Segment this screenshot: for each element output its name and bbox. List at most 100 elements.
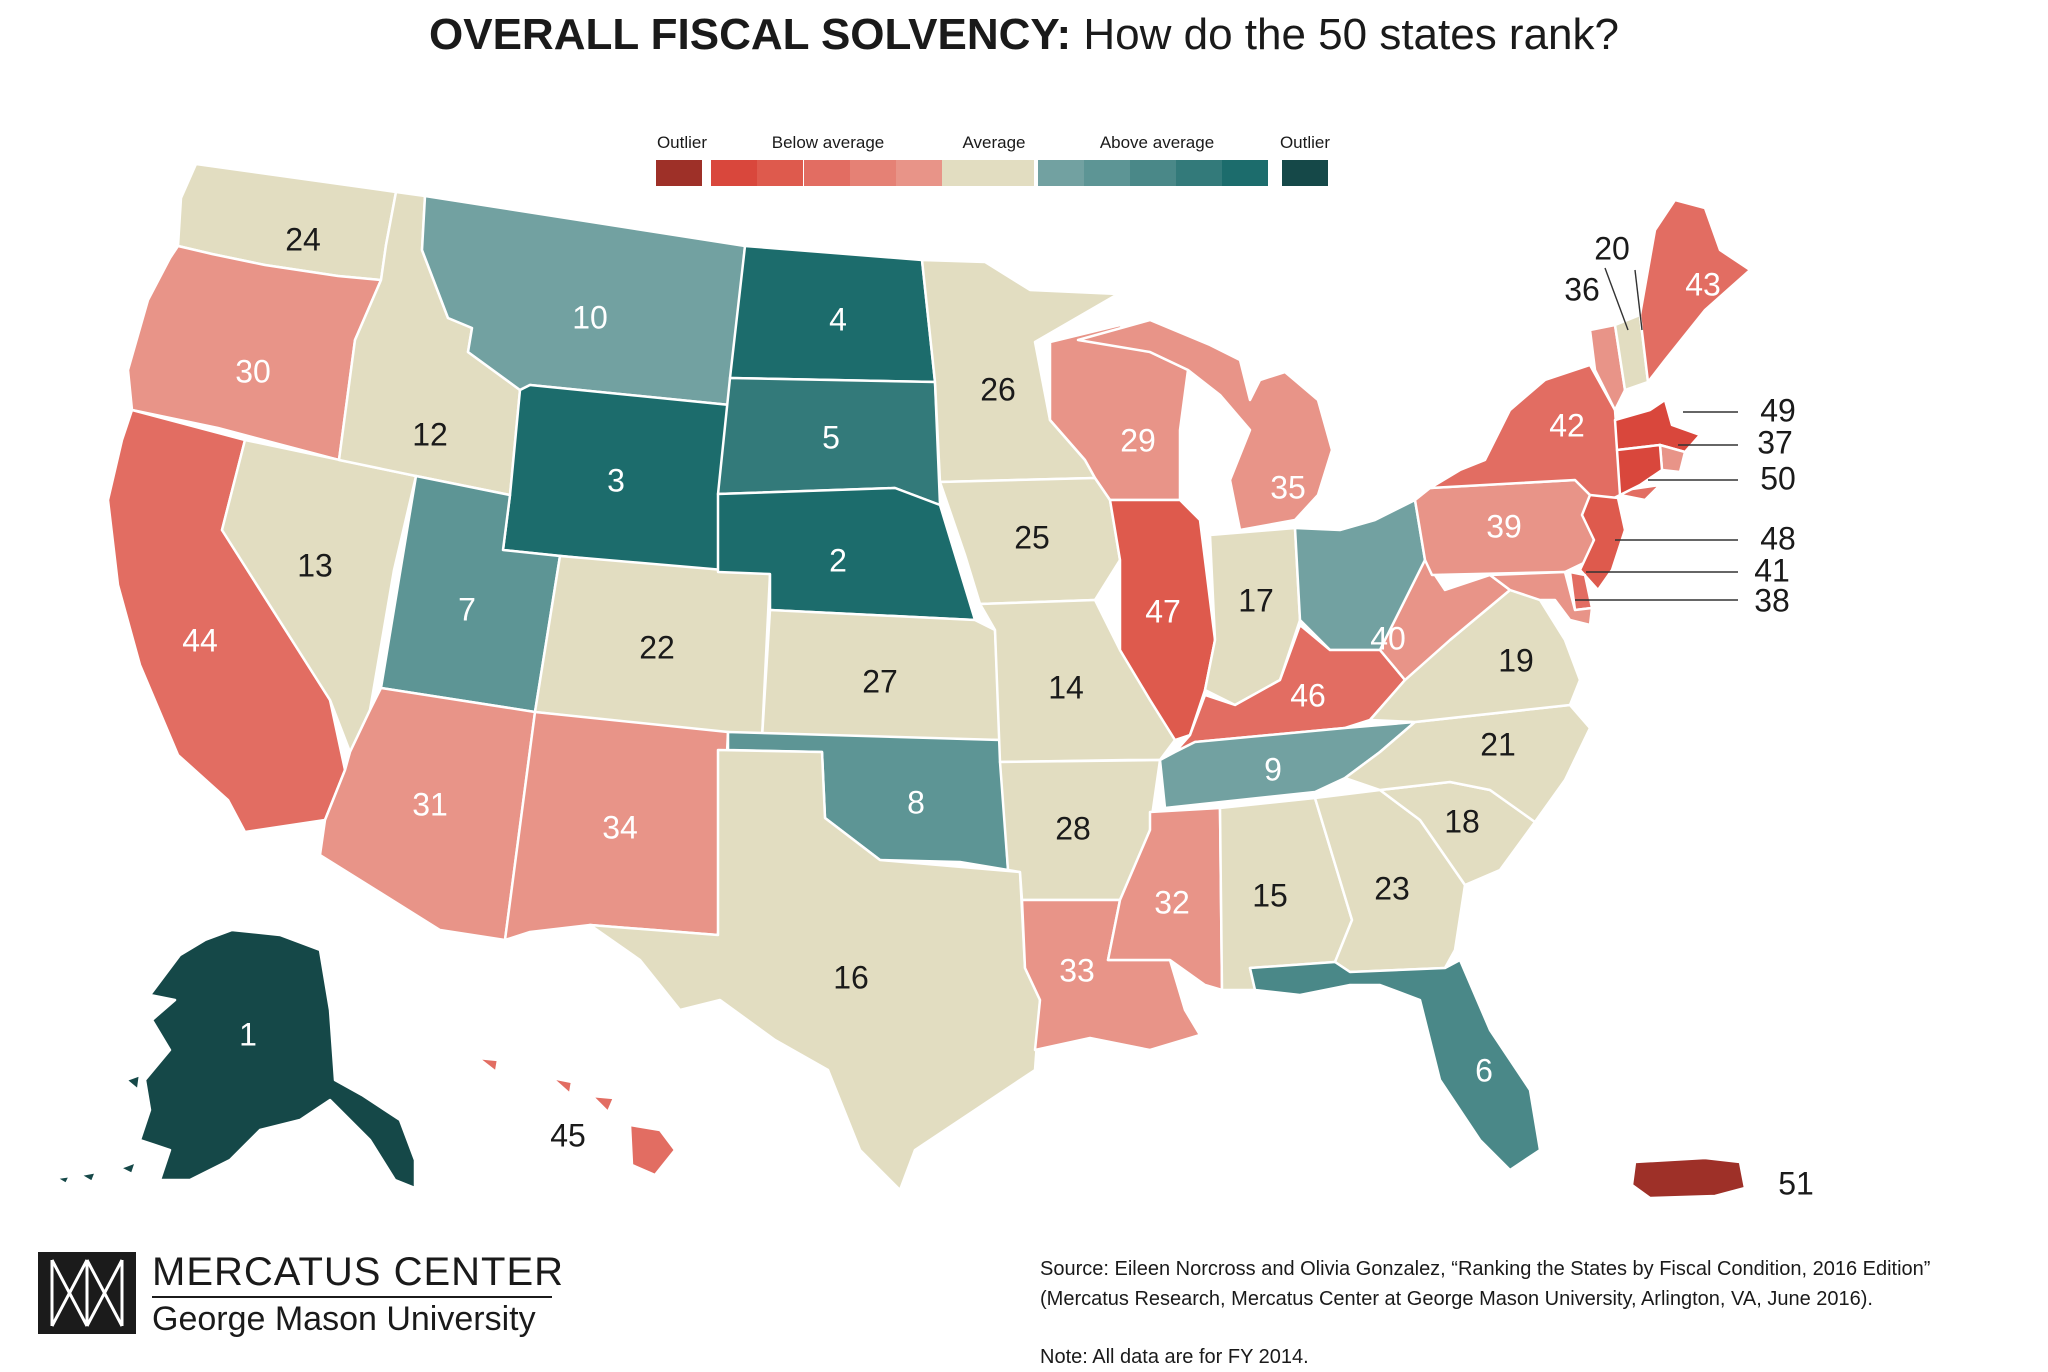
rank-label-tx: 16 <box>833 959 869 995</box>
rank-label-wi: 29 <box>1120 422 1156 458</box>
rank-label-co: 22 <box>639 629 675 665</box>
logo-subtitle: George Mason University <box>152 1300 536 1338</box>
state-maine[interactable] <box>1638 198 1752 384</box>
rank-label-ia: 25 <box>1014 519 1050 555</box>
rank-label-md: 38 <box>1754 582 1790 618</box>
state-alaska-islands[interactable] <box>54 1073 142 1186</box>
rank-label-sd: 5 <box>822 419 840 455</box>
legend-swatch-3 <box>804 160 850 186</box>
rank-label-wv: 40 <box>1370 620 1406 656</box>
rank-label-ca: 44 <box>182 622 218 658</box>
rank-label-or: 30 <box>235 353 271 389</box>
rank-label-nj: 48 <box>1760 520 1796 556</box>
leader-lines <box>1575 267 1738 601</box>
state-michigan[interactable] <box>1076 318 1334 532</box>
rank-label-ks: 27 <box>862 663 898 699</box>
rank-labels: 2430441213103731223445227816262514283329… <box>182 221 1814 1201</box>
rank-label-pr: 51 <box>1778 1165 1814 1201</box>
legend-label-average: Average <box>962 133 1025 152</box>
state-alaska[interactable] <box>138 928 417 1190</box>
rank-label-nv: 13 <box>297 547 333 583</box>
rank-label-de: 41 <box>1754 552 1790 588</box>
state-missouri[interactable] <box>978 598 1177 764</box>
rank-label-ok: 8 <box>907 784 925 820</box>
rank-label-ri: 37 <box>1757 424 1793 460</box>
state-florida[interactable] <box>1248 958 1542 1172</box>
rank-label-ny: 42 <box>1549 407 1585 443</box>
rank-label-me: 43 <box>1685 266 1721 302</box>
legend-swatch-11 <box>1222 160 1268 186</box>
rank-label-vt: 36 <box>1564 271 1600 307</box>
rank-label-pa: 39 <box>1486 508 1522 544</box>
rank-label-id: 12 <box>412 416 448 452</box>
rank-label-ne: 2 <box>829 542 847 578</box>
legend-swatch-12 <box>1282 160 1328 186</box>
legend-swatch-5 <box>896 160 942 186</box>
rank-label-wy: 3 <box>607 462 625 498</box>
rank-label-in: 17 <box>1238 582 1274 618</box>
legend-swatch-7 <box>1038 160 1084 186</box>
map-title: OVERALL FISCAL SOLVENCY: How do the 50 s… <box>0 10 2048 60</box>
rank-label-az: 31 <box>412 786 448 822</box>
legend-swatch-0 <box>656 160 702 186</box>
legend-swatch-1 <box>711 160 757 186</box>
states <box>54 162 1752 1200</box>
legend-swatches <box>656 160 1328 186</box>
legend-swatch-2 <box>757 160 803 186</box>
rank-label-ak: 1 <box>239 1016 257 1052</box>
source-line-1: Source: Eileen Norcross and Olivia Gonza… <box>1040 1258 1931 1280</box>
rank-label-mi: 35 <box>1270 469 1306 505</box>
rank-label-ar: 28 <box>1055 810 1091 846</box>
rank-label-il: 47 <box>1145 593 1181 629</box>
legend-swatch-4 <box>850 160 896 186</box>
rank-label-mo: 14 <box>1048 669 1084 705</box>
state-new-jersey[interactable] <box>1578 493 1627 592</box>
rank-label-mt: 10 <box>572 299 608 335</box>
source-note: Source: Eileen Norcross and Olivia Gonza… <box>1040 1254 2040 1372</box>
territory-puerto-rico[interactable] <box>1630 1156 1747 1200</box>
legend-swatch-6 <box>942 160 1034 186</box>
rank-label-ky: 46 <box>1290 677 1326 713</box>
legend-swatch-8 <box>1084 160 1130 186</box>
rank-label-nm: 34 <box>602 809 638 845</box>
state-texas[interactable] <box>588 748 1042 1192</box>
rank-label-al: 15 <box>1252 877 1288 913</box>
rank-label-ga: 23 <box>1374 870 1410 906</box>
state-connecticut[interactable] <box>1615 443 1664 497</box>
state-north-carolina[interactable] <box>1343 703 1592 824</box>
legend-label-above-average: Above average <box>1100 133 1214 152</box>
rank-label-tn: 9 <box>1264 751 1282 787</box>
rank-label-va: 19 <box>1498 642 1534 678</box>
mercatus-logo-mark <box>38 1252 136 1334</box>
legend-label-outlier-high: Outlier <box>1280 133 1330 152</box>
logo-mark-icon <box>50 1259 124 1327</box>
rank-label-la: 33 <box>1059 952 1095 988</box>
rank-label-fl: 6 <box>1475 1052 1493 1088</box>
state-maryland[interactable] <box>1488 570 1594 627</box>
state-vermont[interactable] <box>1588 323 1627 412</box>
rank-label-nd: 4 <box>829 301 847 337</box>
legend-swatch-10 <box>1176 160 1222 186</box>
logo-divider <box>152 1296 552 1298</box>
rank-label-ma: 49 <box>1760 392 1796 428</box>
title-bold: OVERALL FISCAL SOLVENCY: <box>429 10 1072 59</box>
state-hawaii[interactable] <box>476 1056 677 1177</box>
rank-label-nh: 20 <box>1594 230 1630 266</box>
title-rest: How do the 50 states rank? <box>1071 10 1619 59</box>
legend-label-outlier-low: Outlier <box>657 133 707 152</box>
rank-label-nc: 21 <box>1480 726 1516 762</box>
legend-swatch-9 <box>1130 160 1176 186</box>
logo-name: MERCATUS CENTER <box>152 1250 565 1294</box>
data-note: Note: All data are for FY 2014. <box>1040 1346 1309 1368</box>
rank-label-ct: 50 <box>1760 460 1796 496</box>
rank-label-mn: 26 <box>980 371 1016 407</box>
rank-label-wa: 24 <box>285 221 321 257</box>
source-line-2: (Mercatus Research, Mercatus Center at G… <box>1040 1288 1873 1310</box>
rank-label-ut: 7 <box>458 591 476 627</box>
rank-label-hi: 45 <box>550 1117 586 1153</box>
legend: Outlier Below average Average Above aver… <box>656 133 1330 186</box>
rank-label-sc: 18 <box>1444 803 1480 839</box>
mercatus-logo[interactable]: MERCATUS CENTER George Mason University <box>38 1250 563 1340</box>
rank-label-ms: 32 <box>1154 884 1190 920</box>
